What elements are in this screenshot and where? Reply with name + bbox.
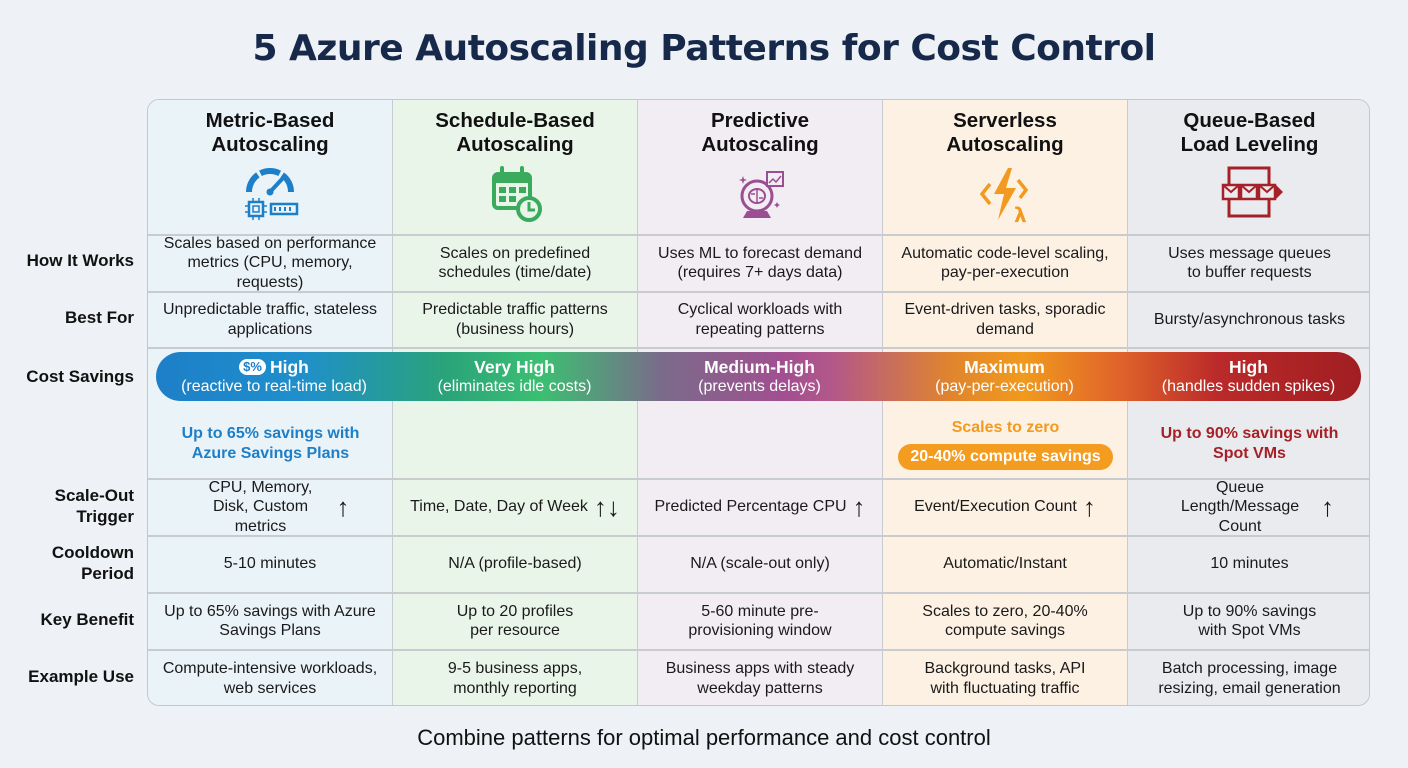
savings-note: Up to 90% savings with Spot VMs (1160, 425, 1339, 462)
arrow-up-icon: ↑ (1082, 492, 1096, 522)
scale-out-trigger-cell: Time, Date, Day of Week ↑↓ (393, 479, 637, 535)
cooldown-cell: 10 minutes (1210, 555, 1289, 573)
svg-text:λ: λ (1014, 203, 1027, 226)
row-label-text: Trigger (76, 507, 134, 526)
example-use-cell: Background tasks, API with fluctuating t… (924, 660, 1086, 697)
column-title: Schedule-Based Autoscaling (435, 109, 595, 156)
key-benefit-cell: Scales to zero, 20-40% compute savings (922, 602, 1088, 640)
savings-note: Up to 65% savings with Azure Savings Pla… (181, 425, 360, 462)
savings-desc: (reactive to real-time load) (181, 378, 367, 395)
comparison-table: Metric-Based Autoscaling Scales based on … (147, 99, 1370, 706)
trigger-text: Event/Execution Count (914, 498, 1077, 516)
savings-serverless: Maximum (pay-per-execution) (882, 352, 1127, 401)
column-header: Queue-Based Load Leveling (1128, 100, 1369, 234)
savings-pill: 20-40% compute savings (898, 444, 1113, 470)
row-label-text: Cooldown (51, 543, 134, 562)
lightning-lambda-icon: λ (979, 168, 1029, 226)
scale-out-trigger-cell: Predicted Percentage CPU ↑ (638, 479, 882, 535)
how-it-works-cell: Scales based on performance metrics (CPU… (163, 234, 377, 291)
message-queue-icon (1221, 166, 1283, 218)
column-queue-based: Queue-Based Load Leveling Uses message qu… (1128, 100, 1369, 705)
crystal-ball-brain-icon (739, 171, 784, 218)
trigger-text: Time, Date, Day of Week (410, 498, 588, 516)
row-label-text: Scale-Out (54, 486, 134, 505)
row-label-cooldown: Cooldown Period (0, 542, 134, 584)
column-title: Queue-Based Load Leveling (1180, 109, 1319, 156)
key-benefit-cell: Up to 20 profiles per resource (456, 602, 574, 640)
row-label-best-for: Best For (65, 308, 134, 327)
cooldown-cell: N/A (profile-based) (448, 555, 582, 573)
calendar-clock-icon (492, 166, 542, 222)
column-title: Metric-Based Autoscaling (205, 109, 335, 156)
best-for-cell: Cyclical workloads with repeating patter… (677, 301, 843, 338)
savings-level: $% High (156, 357, 392, 377)
savings-level: Medium-High (704, 357, 815, 377)
trigger-text: CPU, Memory, Disk, Custom metrics (208, 478, 313, 535)
trigger-text: Queue Length/Message Count (1180, 478, 1300, 535)
best-for-cell: Predictable traffic patterns (business h… (422, 301, 608, 338)
arrow-up-down-icon: ↑↓ (593, 492, 620, 522)
page-title: 5 Azure Autoscaling Patterns for Cost Co… (252, 28, 1156, 69)
key-benefit-cell: Up to 65% savings with Azure Savings Pla… (164, 602, 376, 640)
savings-desc: (pay-per-execution) (935, 378, 1074, 395)
cooldown-cell: Automatic/Instant (943, 555, 1067, 573)
column-header: Serverless Autoscaling λ (883, 100, 1127, 234)
savings-desc: (handles sudden spikes) (1161, 378, 1336, 395)
arrow-up-icon: ↑ (852, 492, 866, 522)
savings-predictive: Medium-High (prevents delays) (637, 352, 882, 401)
row-label-key-benefit: Key Benefit (40, 610, 134, 629)
key-benefit-cell: Up to 90% savings with Spot VMs (1182, 602, 1317, 640)
column-schedule-based: Schedule-Based Autoscaling Scales on pred… (393, 100, 638, 705)
column-metric-based: Metric-Based Autoscaling Scales based on … (148, 100, 393, 705)
how-it-works-cell: Uses message queues to buffer requests (1168, 244, 1331, 282)
column-title: Serverless Autoscaling (946, 109, 1064, 156)
how-it-works-cell: Automatic code-level scaling, pay-per-ex… (901, 244, 1109, 282)
savings-schedule-based: Very High (eliminates idle costs) (392, 352, 637, 401)
example-use-cell: Business apps with steady weekday patter… (665, 660, 855, 697)
cooldown-cell: 5-10 minutes (223, 555, 317, 573)
savings-note: Scales to zero 20-40% compute savings (883, 418, 1128, 470)
example-use-cell: 9-5 business apps, monthly reporting (447, 660, 583, 697)
scale-out-trigger-cell: CPU, Memory, Disk, Custom metrics ↑ (148, 479, 392, 535)
row-label-how-it-works: How It Works (26, 251, 134, 270)
best-for-cell: Unpredictable traffic, stateless applica… (162, 301, 378, 338)
example-use-cell: Batch processing, image resizing, email … (1158, 660, 1341, 697)
best-for-cell: Event-driven tasks, sporadic demand (904, 301, 1106, 338)
row-label-example-use: Example Use (28, 667, 134, 686)
column-predictive: Predictive Autoscaling Uses ML to forecas… (638, 100, 883, 705)
best-for-cell: Bursty/asynchronous tasks (1153, 310, 1346, 328)
scale-out-trigger-cell: Queue Length/Message Count ↑ (1128, 478, 1369, 535)
column-header: Metric-Based Autoscaling (148, 100, 392, 234)
cost-savings-bar: $% High (reactive to real-time load) Very… (156, 352, 1361, 401)
arrow-up-icon: ↑ (1321, 492, 1334, 522)
column-serverless: Serverless Autoscaling λ Automatic code-l… (883, 100, 1128, 705)
savings-level: Maximum (964, 357, 1045, 377)
how-it-works-cell: Scales on predefined schedules (time/dat… (438, 244, 592, 282)
savings-level: High (1229, 357, 1268, 377)
savings-desc: (eliminates idle costs) (437, 378, 592, 395)
cooldown-cell: N/A (scale-out only) (690, 555, 830, 573)
scales-to-zero-text: Scales to zero (951, 419, 1060, 436)
savings-desc: (prevents delays) (698, 378, 821, 395)
savings-level: Very High (474, 357, 555, 377)
scale-out-trigger-cell: Event/Execution Count ↑ (883, 479, 1127, 535)
gauge-cpu-memory-icon (245, 168, 299, 220)
savings-queue-based: High (handles sudden spikes) (1127, 352, 1370, 401)
column-header: Predictive Autoscaling (638, 100, 882, 234)
dollar-percent-icon: $% (239, 359, 266, 375)
row-label-scale-out-trigger: Scale-Out Trigger (0, 485, 134, 527)
how-it-works-cell: Uses ML to forecast demand (requires 7+ … (658, 244, 862, 282)
key-benefit-cell: 5-60 minute pre-provisioning window (688, 602, 832, 640)
column-header: Schedule-Based Autoscaling (393, 100, 637, 234)
savings-metric-based: $% High (reactive to real-time load) (156, 352, 392, 401)
arrow-up-icon: ↑ (336, 492, 350, 522)
column-title: Predictive Autoscaling (701, 109, 819, 156)
row-label-text: Period (81, 564, 134, 583)
footer-caption: Combine patterns for optimal performance… (417, 725, 991, 750)
row-label-cost-savings: Cost Savings (26, 367, 134, 386)
trigger-text: Predicted Percentage CPU (654, 498, 847, 516)
example-use-cell: Compute-intensive workloads, web service… (162, 660, 378, 697)
